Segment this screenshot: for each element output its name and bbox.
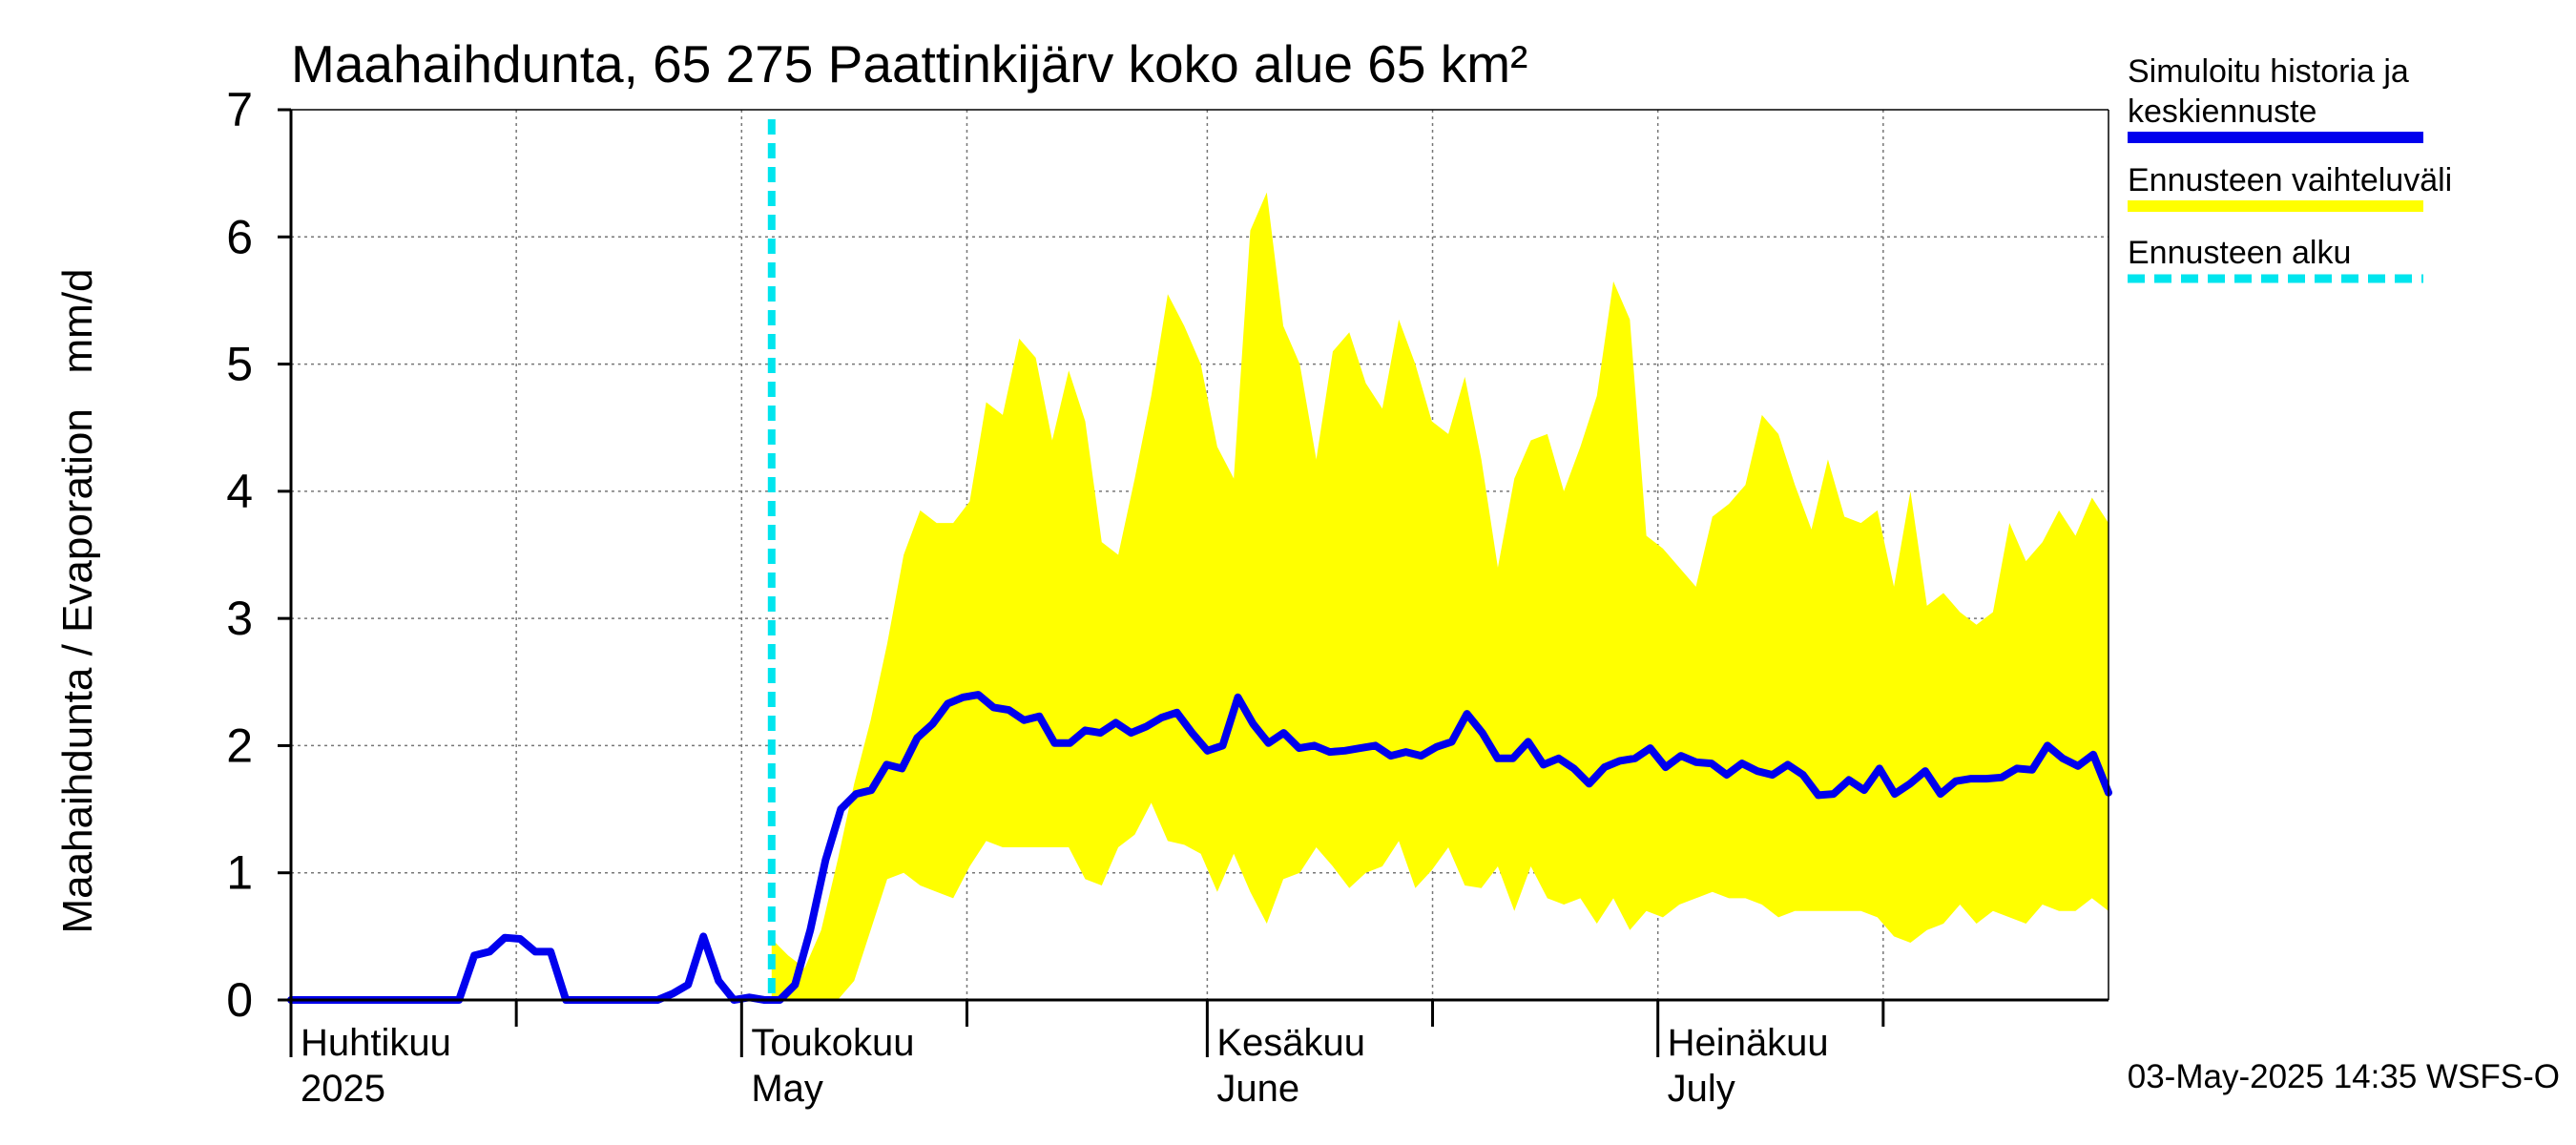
y-axis-label: Maahaihdunta / Evaporation mm/d — [54, 268, 101, 933]
forecast-range-band — [771, 192, 2109, 1000]
forecast-range-area — [771, 192, 2109, 1000]
month-label-fi: Kesäkuu — [1216, 1022, 1365, 1064]
month-label-fi: Huhtikuu — [301, 1022, 451, 1064]
chart-title: Maahaihdunta, 65 275 Paattinkijärv koko … — [291, 34, 1527, 94]
month-label-en: June — [1216, 1068, 1299, 1110]
month-label-en: 2025 — [301, 1068, 385, 1110]
y-tick-label: 2 — [226, 718, 253, 772]
y-tick-label: 4 — [226, 465, 253, 518]
y-tick-labels: 0 1 2 3 4 5 6 7 — [226, 83, 253, 1027]
y-tick-label: 3 — [226, 592, 253, 645]
legend-label-line2: keskiennuste — [2128, 94, 2316, 130]
axes — [278, 108, 2109, 1057]
month-label-en: May — [751, 1068, 823, 1110]
legend-label: Ennusteen alku — [2128, 235, 2351, 271]
y-tick-label: 6 — [226, 210, 253, 263]
legend: Simuloitu historia ja keskiennuste Ennuste… — [2128, 53, 2452, 283]
month-label-fi: Toukokuu — [751, 1022, 914, 1064]
y-tick-label: 5 — [226, 338, 253, 391]
legend-label: Simuloitu historia ja — [2128, 53, 2409, 90]
timestamp-footer: 03-May-2025 14:35 WSFS-O — [2128, 1058, 2560, 1095]
y-tick-label: 0 — [226, 973, 253, 1027]
y-tick-label: 1 — [226, 846, 253, 900]
month-label-fi: Heinäkuu — [1668, 1022, 1829, 1064]
y-tick-label: 7 — [226, 83, 253, 136]
legend-label: Ennusteen vaihteluväli — [2128, 162, 2452, 198]
month-label-en: July — [1668, 1068, 1735, 1110]
